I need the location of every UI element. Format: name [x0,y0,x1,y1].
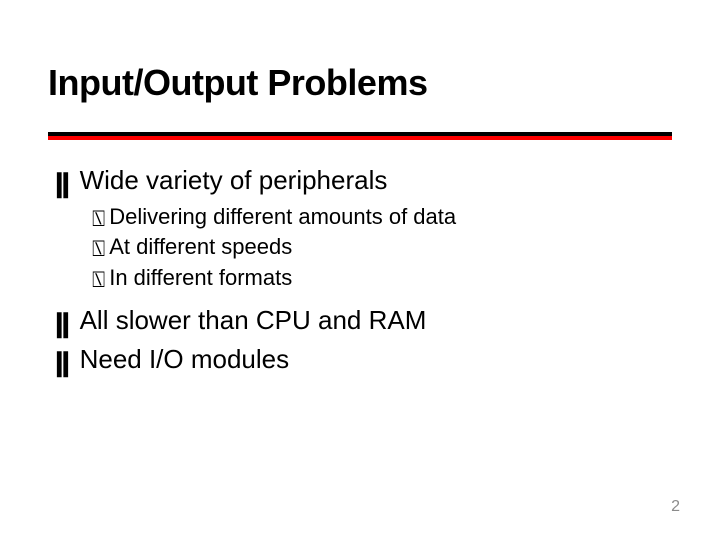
slide: Input/Output Problems ❚❚ Wide variety of… [0,0,720,540]
bullet-l2-icon: ⍂ [92,238,105,260]
bullet-l1-icon: ❚❚ [53,349,66,375]
bullet-l1-text: All slower than CPU and RAM [80,304,427,337]
bullet-l1: ❚❚ All slower than CPU and RAM [48,304,672,337]
bullet-l1-icon: ❚❚ [53,310,66,336]
sub-bullet-group: ⍂ Delivering different amounts of data ⍂… [92,203,672,293]
bullet-l2-icon: ⍂ [92,269,105,291]
content-block: ❚❚ Wide variety of peripherals ⍂ Deliver… [48,164,672,381]
bullet-l2-icon: ⍂ [92,208,105,230]
bullet-l2-text: In different formats [109,264,292,293]
page-number: 2 [671,498,680,516]
divider-red [48,136,672,140]
bullet-l1-text: Need I/O modules [80,343,290,376]
bullet-l2: ⍂ Delivering different amounts of data [92,203,672,232]
bullet-l2: ⍂ In different formats [92,264,672,293]
bullet-l2: ⍂ At different speeds [92,233,672,262]
bullet-l1-text: Wide variety of peripherals [80,164,388,197]
bullet-l2-text: At different speeds [109,233,292,262]
bullet-l1-icon: ❚❚ [53,170,66,196]
bullet-l1: ❚❚ Wide variety of peripherals [48,164,672,197]
bullet-l1: ❚❚ Need I/O modules [48,343,672,376]
slide-title: Input/Output Problems [48,62,427,104]
bullet-l2-text: Delivering different amounts of data [109,203,456,232]
